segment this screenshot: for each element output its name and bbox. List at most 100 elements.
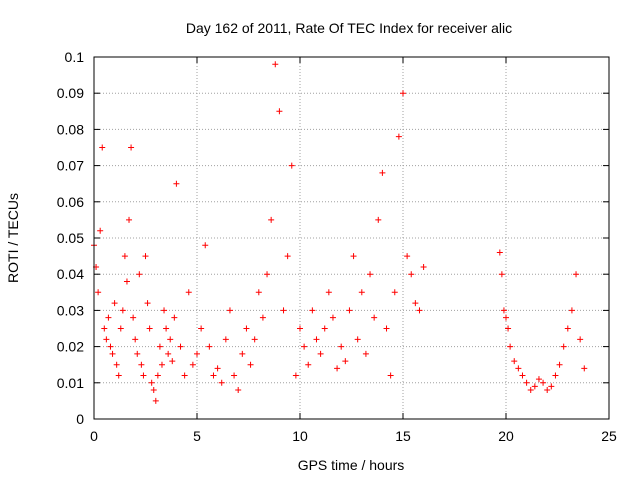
data-point xyxy=(103,336,110,343)
data-point xyxy=(511,358,518,365)
data-point xyxy=(132,336,139,343)
data-point xyxy=(247,361,254,368)
data-point xyxy=(235,387,242,394)
data-point xyxy=(276,108,283,115)
data-point xyxy=(150,387,157,394)
data-point xyxy=(371,314,378,321)
data-point xyxy=(552,372,559,379)
data-point xyxy=(268,216,275,223)
data-point xyxy=(152,397,159,404)
data-point xyxy=(99,144,106,151)
axis-ticks xyxy=(93,56,610,420)
data-point xyxy=(577,336,584,343)
data-point xyxy=(560,343,567,350)
data-point xyxy=(325,289,332,296)
data-point xyxy=(198,325,205,332)
data-point xyxy=(400,90,406,97)
data-point xyxy=(544,387,551,394)
data-point xyxy=(556,361,563,368)
data-point xyxy=(568,307,575,314)
data-point xyxy=(251,336,258,343)
data-point xyxy=(259,314,266,321)
data-point xyxy=(354,336,361,343)
data-point xyxy=(222,336,229,343)
data-point xyxy=(136,271,143,278)
data-point xyxy=(408,271,415,278)
data-point xyxy=(412,300,419,307)
data-point xyxy=(527,387,534,394)
data-point xyxy=(391,289,398,296)
data-point xyxy=(507,343,514,350)
data-point xyxy=(167,336,174,343)
data-point xyxy=(163,325,170,332)
y-tick-label: 0 xyxy=(76,411,84,427)
y-tick-label: 0.04 xyxy=(57,266,84,282)
data-point xyxy=(383,325,390,332)
data-point xyxy=(387,372,394,379)
data-point xyxy=(134,350,141,357)
data-point xyxy=(548,383,555,390)
data-point xyxy=(503,314,509,321)
data-point xyxy=(523,379,530,386)
data-point xyxy=(264,271,271,278)
data-point xyxy=(379,169,386,176)
data-point xyxy=(144,300,151,307)
data-point xyxy=(358,289,365,296)
data-point xyxy=(309,307,316,314)
y-tick-label: 0.03 xyxy=(57,302,84,318)
data-point xyxy=(123,278,130,285)
data-point xyxy=(156,343,163,350)
x-tick-label: 25 xyxy=(601,428,617,444)
data-point xyxy=(292,372,299,379)
y-tick-label: 0.09 xyxy=(57,85,84,101)
data-point xyxy=(119,307,126,314)
data-point xyxy=(185,289,192,296)
data-point xyxy=(239,350,246,357)
y-tick-label: 0.06 xyxy=(57,194,84,210)
data-point xyxy=(231,372,238,379)
chart-title: Day 162 of 2011, Rate Of TEC Index for r… xyxy=(186,20,512,36)
data-point xyxy=(177,343,184,350)
y-tick-label: 0.01 xyxy=(57,375,84,391)
data-point xyxy=(154,372,161,379)
data-point xyxy=(210,372,217,379)
data-points xyxy=(91,61,588,404)
data-point xyxy=(181,372,188,379)
data-point xyxy=(317,350,324,357)
data-point xyxy=(272,61,279,68)
x-tick-label: 0 xyxy=(90,428,98,444)
data-point xyxy=(301,343,308,350)
data-point xyxy=(288,162,295,169)
data-point xyxy=(500,307,507,314)
data-point xyxy=(367,271,374,278)
data-point xyxy=(395,133,402,140)
data-point xyxy=(146,325,153,332)
data-point xyxy=(535,376,542,383)
data-point xyxy=(169,358,176,365)
y-tick-label: 0.02 xyxy=(57,339,84,355)
data-point xyxy=(121,253,128,260)
data-point xyxy=(214,365,221,372)
x-tick-labels: 0 5 10 15 20 25 xyxy=(90,428,617,444)
data-point xyxy=(111,300,118,307)
data-point xyxy=(573,271,580,278)
data-point xyxy=(416,307,423,314)
data-point xyxy=(564,325,571,332)
data-point xyxy=(95,289,102,296)
data-point xyxy=(305,361,312,368)
y-axis-label: ROTI / TECUs xyxy=(5,193,21,283)
data-point xyxy=(109,350,116,357)
data-point xyxy=(142,253,149,260)
data-point xyxy=(515,365,522,372)
data-point xyxy=(581,365,588,372)
data-point xyxy=(130,314,137,321)
data-point xyxy=(338,343,345,350)
data-point xyxy=(284,253,291,260)
data-point xyxy=(313,336,320,343)
data-point xyxy=(105,314,112,321)
data-point xyxy=(531,383,538,390)
data-point xyxy=(420,263,427,270)
y-tick-labels: 0 0.01 0.02 0.03 0.04 0.05 0.06 0.07 0.08 0.09 0.1 xyxy=(57,49,84,427)
x-tick-label: 5 xyxy=(193,428,201,444)
